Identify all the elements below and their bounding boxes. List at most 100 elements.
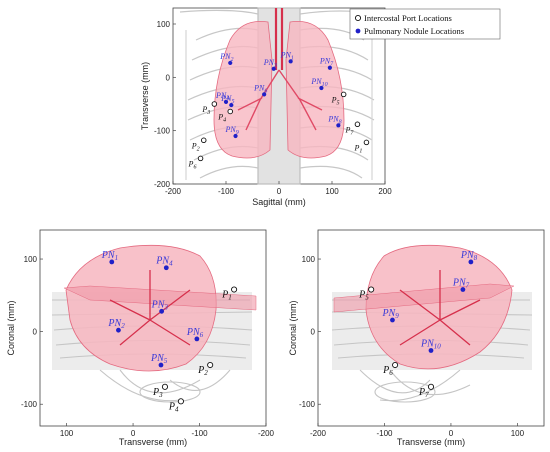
bl-port-label: P1 xyxy=(221,290,232,302)
br-y-axis-label: Coronal (mm) xyxy=(288,300,298,355)
legend-port-label: Intercostal Port Locations xyxy=(364,13,452,23)
br-port-point xyxy=(392,361,399,369)
br-port-label: P7 xyxy=(418,387,429,399)
bl-port-point xyxy=(177,398,184,405)
bl-port-point xyxy=(207,361,214,369)
top-port-point xyxy=(200,137,207,144)
bl-nodule-label: PN6 xyxy=(186,327,204,339)
top-nodule-point xyxy=(228,60,233,66)
bl-nodule-label: PN1 xyxy=(101,250,118,262)
br-y-ticks: 100 0 -100 xyxy=(299,255,321,409)
top-port-point xyxy=(197,155,204,162)
top-nodule-point xyxy=(223,99,229,104)
top-port-label: P4 xyxy=(217,112,226,123)
bl-port-point xyxy=(231,286,238,293)
bl-plot-frame xyxy=(39,229,267,427)
top-port-label: P6 xyxy=(188,159,197,170)
br-nodule-point xyxy=(390,317,395,323)
bl-x-tick-label: -100 xyxy=(192,429,209,438)
br-port-point xyxy=(368,286,375,293)
br-nodule-label: PN7 xyxy=(452,278,470,290)
bl-x-ticks: 100 0 -100 -200 xyxy=(60,423,275,438)
top-nodule-label: PN4 xyxy=(215,91,229,102)
bl-x-tick-label: -200 xyxy=(258,429,275,438)
top-x-tick-label: -100 xyxy=(218,187,235,196)
bl-port-label: P2 xyxy=(197,365,208,377)
br-plot-frame xyxy=(317,229,545,427)
top-nodule-label: PN10 xyxy=(310,77,327,88)
top-nodule-label: PN2 xyxy=(219,52,233,63)
br-nodule-point xyxy=(460,287,466,292)
top-port-point xyxy=(227,108,233,115)
bl-nodule-label: PN2 xyxy=(107,318,125,330)
bl-port-point xyxy=(161,383,169,390)
top-nodule-label: PN7 xyxy=(319,57,334,68)
top-port-label: P3 xyxy=(201,105,210,116)
legend-port-marker xyxy=(354,14,362,22)
bl-x-axis-label: Transverse (mm) xyxy=(119,437,187,447)
br-port-label: P6 xyxy=(382,365,393,377)
bl-port-label: P3 xyxy=(152,387,163,399)
br-x-axis-label: Transverse (mm) xyxy=(397,437,465,447)
bl-port-label: P4 xyxy=(168,401,179,413)
bl-x-tick-label: 100 xyxy=(60,429,74,438)
top-nodule-point xyxy=(233,133,238,139)
top-nodule-point xyxy=(229,102,234,108)
bl-nodule-label: PN5 xyxy=(150,353,168,365)
br-lungs-image xyxy=(333,244,515,370)
br-y-tick-label: 0 xyxy=(311,328,316,337)
top-port-label: P5 xyxy=(331,95,340,106)
top-x-tick-label: -200 xyxy=(165,187,182,196)
top-panel: 100 0 -100 -200 -200 -100 0 100 200 Sagittal (m… xyxy=(140,7,501,207)
br-nodule-label: PN10 xyxy=(420,339,441,351)
bl-nodule-label: PN4 xyxy=(155,256,173,268)
bl-y-ticks: 100 0 -100 xyxy=(21,255,43,409)
br-nodule-point xyxy=(468,259,474,265)
br-y-tick-label: 100 xyxy=(302,255,316,264)
top-port-point xyxy=(363,139,370,146)
bl-nodule-point xyxy=(116,327,121,333)
top-x-ticks: -200 -100 0 100 200 xyxy=(165,181,392,196)
top-nodule-point xyxy=(271,66,276,71)
top-nodule-label: PN1 xyxy=(280,50,294,61)
bottom-left-panel: 100 0 -100 100 0 -100 -200 Transverse (mm) Co… xyxy=(6,229,275,447)
top-port-point xyxy=(340,91,347,98)
top-legend: Intercostal Port Locations Pulmonary Nod… xyxy=(349,8,501,40)
top-legend-box xyxy=(349,8,501,40)
top-port-label: P7 xyxy=(344,125,354,136)
top-port-point xyxy=(354,121,361,128)
bl-nodule-point xyxy=(163,265,169,271)
br-port-label: P5 xyxy=(358,290,369,302)
bl-y-tick-label: 0 xyxy=(33,328,38,337)
top-nodule-point xyxy=(327,65,332,70)
top-nodule-point xyxy=(336,123,341,128)
top-port-point xyxy=(211,101,218,107)
legend-nodule-marker xyxy=(355,28,361,34)
top-nodule-point xyxy=(288,59,293,64)
top-x-tick-label: 0 xyxy=(277,187,282,196)
legend-nodule-label: Pulmonary Nodule Locations xyxy=(364,26,464,36)
top-nodule-point xyxy=(262,92,267,97)
bl-y-axis-label: Coronal (mm) xyxy=(6,300,16,355)
br-y-tick-label: -100 xyxy=(299,400,316,409)
top-nodule-label: PN3 xyxy=(263,58,277,69)
br-x-tick-label: -200 xyxy=(310,429,327,438)
top-x-tick-label: 100 xyxy=(325,187,339,196)
top-y-tick-label: 100 xyxy=(157,20,171,29)
top-y-ticks: 100 0 -100 -200 xyxy=(154,20,176,189)
top-nodule-point xyxy=(319,85,324,91)
bl-nodule-point xyxy=(109,259,115,265)
top-nodule-label: PN6 xyxy=(253,83,267,94)
top-y-tick-label: -200 xyxy=(154,180,171,189)
bl-nodule-point xyxy=(194,336,200,342)
br-x-tick-label: -100 xyxy=(376,429,393,438)
br-x-ticks: -200 -100 0 100 xyxy=(310,423,525,438)
br-port-point xyxy=(427,383,435,390)
top-nodule-label: PN8 xyxy=(327,114,341,125)
bl-x-tick-label: 0 xyxy=(131,429,136,438)
bottom-right-panel: 100 0 -100 -200 -100 0 100 Transverse (mm) Co… xyxy=(288,229,545,447)
br-nodule-point xyxy=(428,348,434,353)
top-nodule-label: PN9 xyxy=(225,125,239,136)
